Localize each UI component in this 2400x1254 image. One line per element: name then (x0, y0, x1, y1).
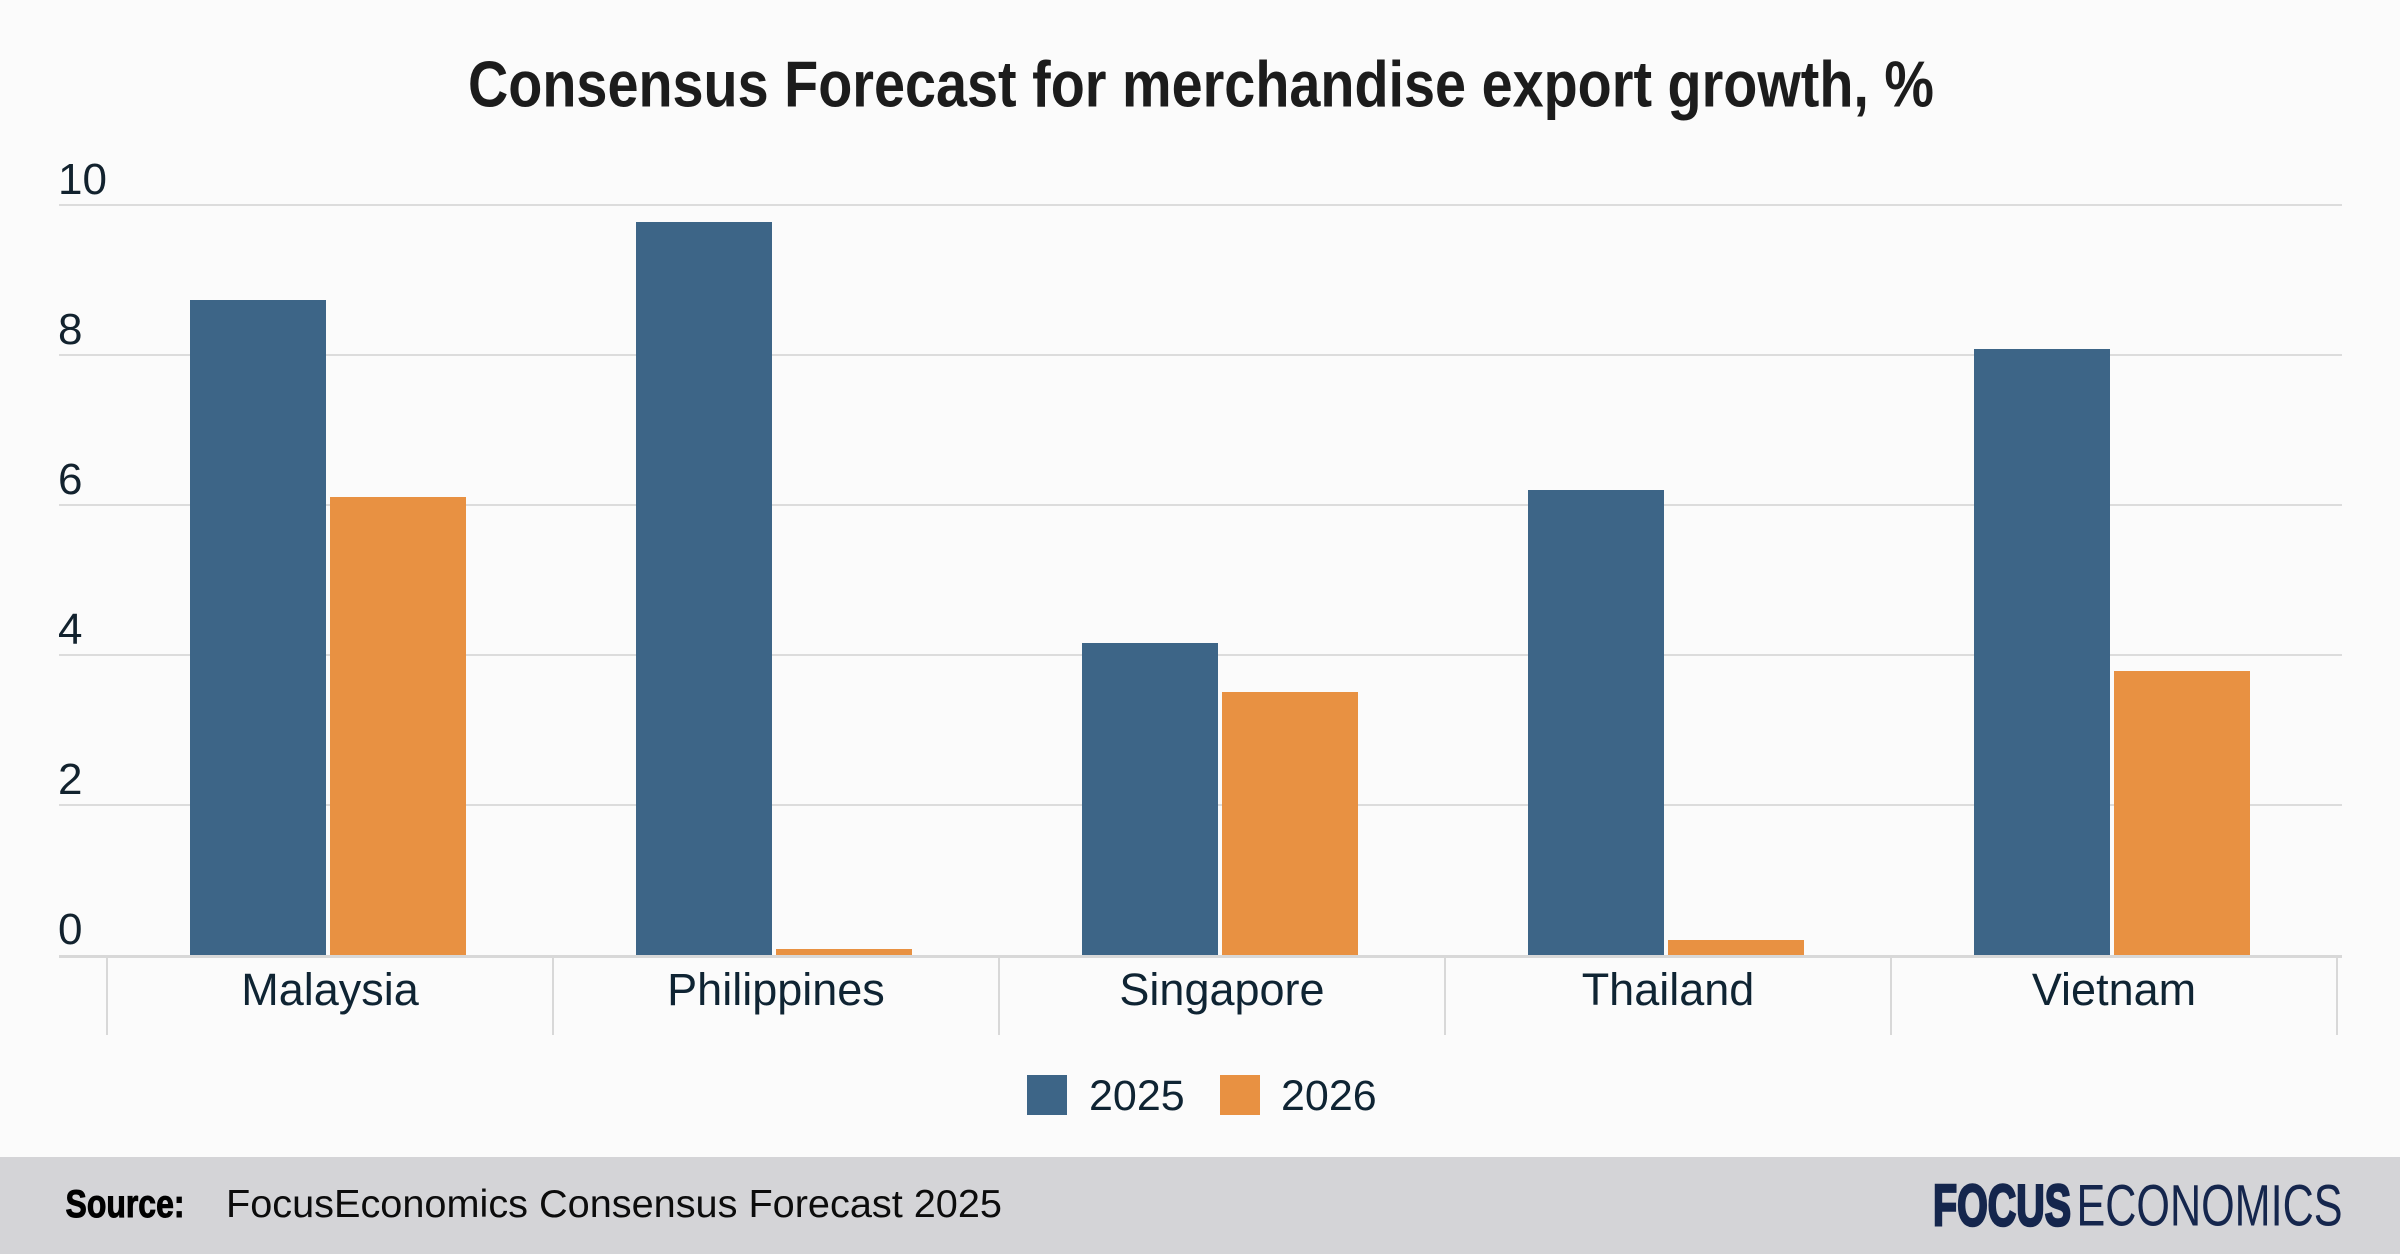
svg-text:Consensus Forecast for merchan: Consensus Forecast for merchandise expor… (468, 48, 1934, 121)
svg-text:Malaysia: Malaysia (241, 964, 420, 1015)
svg-text:2: 2 (58, 755, 82, 804)
svg-text:8: 8 (58, 305, 82, 354)
svg-text:2025: 2025 (1089, 1072, 1185, 1120)
svg-text:2026: 2026 (1281, 1072, 1377, 1120)
svg-text:Philippines: Philippines (667, 964, 885, 1015)
svg-text:Vietnam: Vietnam (2032, 964, 2196, 1015)
svg-text:10: 10 (58, 155, 107, 204)
svg-text:Source:: Source: (66, 1183, 185, 1226)
svg-text:4: 4 (58, 605, 82, 654)
svg-text:ECONOMICS: ECONOMICS (2077, 1174, 2343, 1239)
svg-text:Thailand: Thailand (1582, 964, 1755, 1015)
svg-text:6: 6 (58, 455, 82, 504)
svg-text:Singapore: Singapore (1119, 964, 1324, 1015)
svg-text:FocusEconomics Consensus Forec: FocusEconomics Consensus Forecast 2025 (226, 1183, 1002, 1226)
svg-text:0: 0 (58, 905, 82, 954)
svg-text:FOCUS: FOCUS (1933, 1174, 2071, 1239)
